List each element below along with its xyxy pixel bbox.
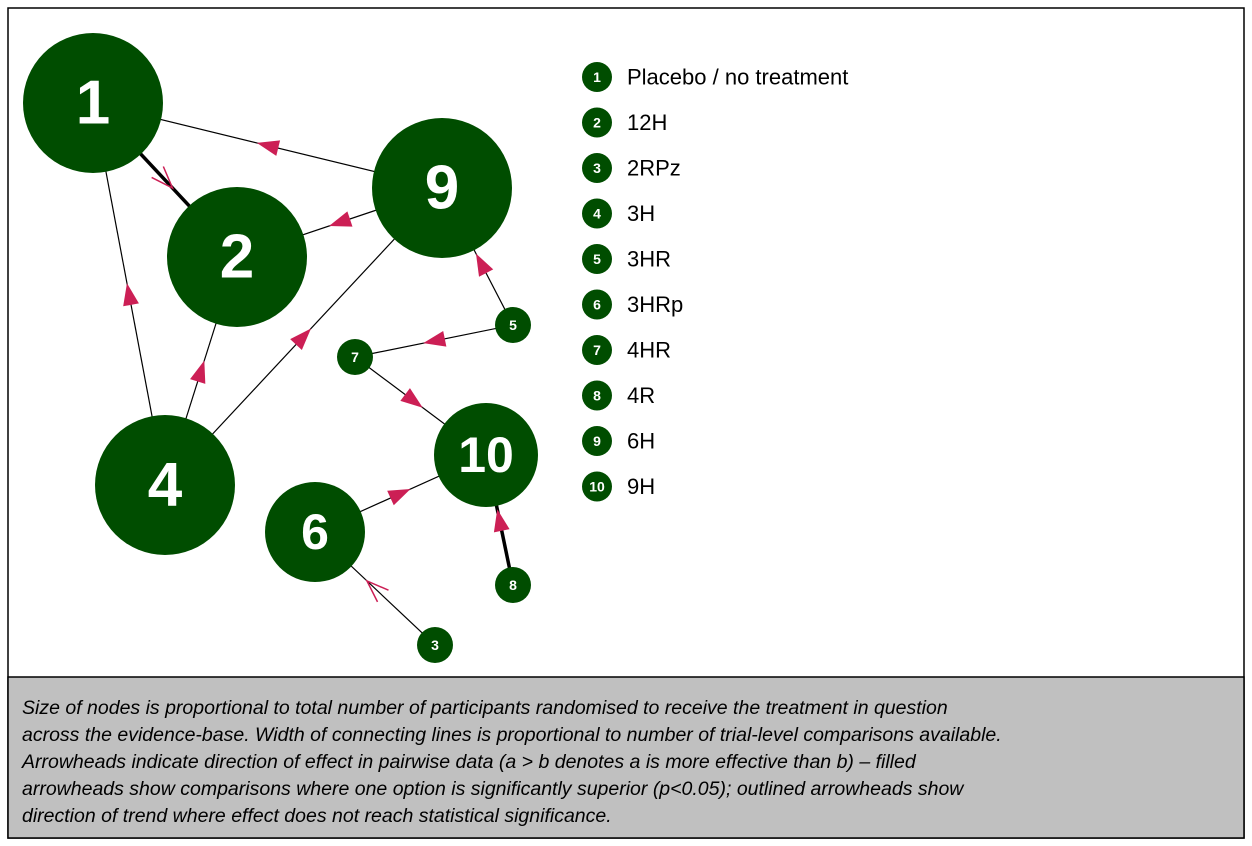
caption-line: Arrowheads indicate direction of effect … — [21, 751, 917, 773]
legend-bullet — [582, 335, 612, 365]
legend-number: 2 — [593, 115, 601, 131]
legend-number: 6 — [593, 297, 601, 313]
legend-bullet — [582, 380, 612, 411]
legend-name: 6H — [627, 429, 655, 454]
legend-number: 9 — [593, 433, 601, 449]
legend-bullet — [582, 244, 612, 274]
legend-name: 4HR — [627, 338, 671, 363]
arrowhead — [423, 330, 447, 347]
arrowhead — [256, 140, 281, 156]
node — [417, 627, 453, 663]
node-label: 7 — [351, 349, 359, 365]
node — [434, 403, 538, 507]
node-label: 5 — [509, 317, 517, 333]
node — [167, 187, 307, 327]
caption: Size of nodes is proportional to total n… — [21, 697, 1002, 827]
arrowhead — [493, 509, 510, 533]
node — [495, 567, 531, 603]
arrowhead — [400, 388, 423, 408]
node — [95, 415, 235, 555]
node-label: 6 — [301, 504, 329, 560]
legend-number: 7 — [593, 342, 601, 358]
arrowhead-outline — [151, 166, 175, 190]
legend-name: 3H — [627, 201, 655, 226]
node-label: 9 — [425, 154, 459, 223]
arrowhead-outline — [365, 579, 389, 603]
arrowhead — [190, 360, 206, 384]
legend: 1 Placebo / no treatment 2 12H 3 2RPz 4 3H 5 3HR 6… — [582, 62, 848, 502]
legend-number: 10 — [589, 479, 605, 495]
arrowhead — [475, 253, 494, 277]
legend-bullet — [582, 62, 612, 92]
legend-name: 9H — [627, 474, 655, 499]
arrowhead — [387, 488, 411, 506]
node — [265, 482, 365, 582]
node-label: 10 — [458, 427, 514, 483]
caption-line: arrowheads show comparisons where one op… — [22, 778, 965, 800]
legend-bullet — [582, 153, 612, 183]
node — [337, 339, 373, 375]
legend-name: 12H — [627, 110, 667, 135]
node-label: 3 — [431, 637, 439, 653]
legend-bullet — [582, 471, 612, 502]
node-label: 1 — [76, 69, 110, 138]
legend-name: 4R — [627, 383, 655, 408]
legend-bullet — [582, 198, 612, 229]
caption-line: direction of trend where effect does not… — [22, 805, 612, 827]
legend-bullet — [582, 426, 612, 456]
legend-number: 8 — [593, 388, 601, 404]
legend-number: 1 — [593, 69, 601, 85]
legend-bullet — [582, 107, 612, 138]
legend-number: 4 — [593, 206, 601, 222]
legend-number: 3 — [593, 160, 601, 176]
node-label: 8 — [509, 577, 517, 593]
node-label: 4 — [148, 451, 183, 520]
node-label: 2 — [220, 223, 254, 292]
node — [23, 33, 163, 173]
node — [495, 307, 531, 343]
legend-name: 3HRp — [627, 292, 683, 317]
caption-box — [7, 676, 1245, 839]
caption-line: Size of nodes is proportional to total n… — [22, 697, 948, 719]
arrowhead — [329, 211, 353, 227]
legend-name: 3HR — [627, 247, 671, 272]
legend-name: 2RPz — [627, 156, 681, 181]
arrowhead — [290, 328, 312, 351]
legend-name: Placebo / no treatment — [627, 65, 848, 90]
node — [372, 118, 512, 258]
caption-line: across the evidence-base. Width of conne… — [22, 724, 1002, 746]
legend-bullet — [582, 289, 612, 320]
legend-number: 5 — [593, 251, 601, 267]
arrowhead — [123, 283, 139, 307]
nodes: 1 2 3 4 5 6 7 8 9 10 — [23, 33, 538, 663]
